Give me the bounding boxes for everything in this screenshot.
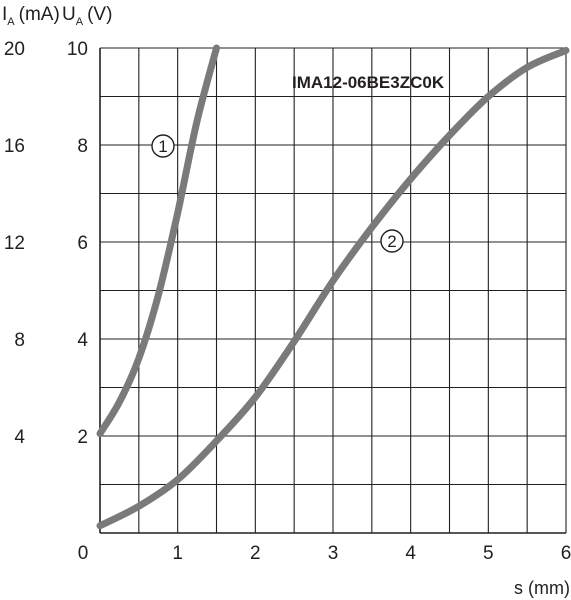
series-marker-label-1: 1	[158, 137, 167, 156]
x-tick-label: 6	[561, 543, 571, 564]
y-left-tick-label: 4	[14, 427, 25, 448]
y-right-tick-label: 8	[77, 136, 88, 157]
y-right-tick-label: 6	[77, 233, 88, 254]
y-left-ticks: 4 8 12 16 20	[4, 39, 26, 448]
grid	[99, 47, 567, 534]
x-tick-label: 2	[250, 543, 261, 564]
y-left-tick-label: 12	[4, 233, 25, 254]
y-right-tick-label: 10	[67, 39, 88, 60]
y-left-tick-label: 20	[4, 39, 25, 60]
series-line-1	[96, 44, 220, 438]
y-left-axis-label: IA (mA)	[2, 4, 60, 28]
x-tick-label: 5	[483, 543, 494, 564]
series-layer: 12	[96, 44, 570, 530]
series-marker-circle-2	[380, 229, 404, 253]
y-right-tick-label: 4	[77, 330, 88, 351]
series-marker-label-2: 2	[387, 232, 396, 251]
device-annotation: IMA12-06BE3ZC0K	[292, 73, 445, 92]
x-tick-label: 3	[328, 543, 339, 564]
x-ticks: 0 1 2 3 4 5 6	[78, 543, 571, 564]
y-right-axis-label: UA (V)	[62, 4, 112, 28]
series-marker-circle-1	[151, 134, 175, 158]
series-line-2	[96, 46, 570, 530]
y-right-tick-label: 2	[77, 427, 88, 448]
x-axis-label: s (mm)	[514, 578, 570, 598]
y-right-ticks: 2 4 6 8 10	[67, 39, 89, 448]
y-left-tick-label: 16	[4, 136, 25, 157]
x-tick-label: 0	[78, 543, 89, 564]
y-left-tick-label: 8	[14, 330, 25, 351]
x-tick-label: 4	[405, 543, 416, 564]
x-tick-label: 1	[172, 543, 183, 564]
